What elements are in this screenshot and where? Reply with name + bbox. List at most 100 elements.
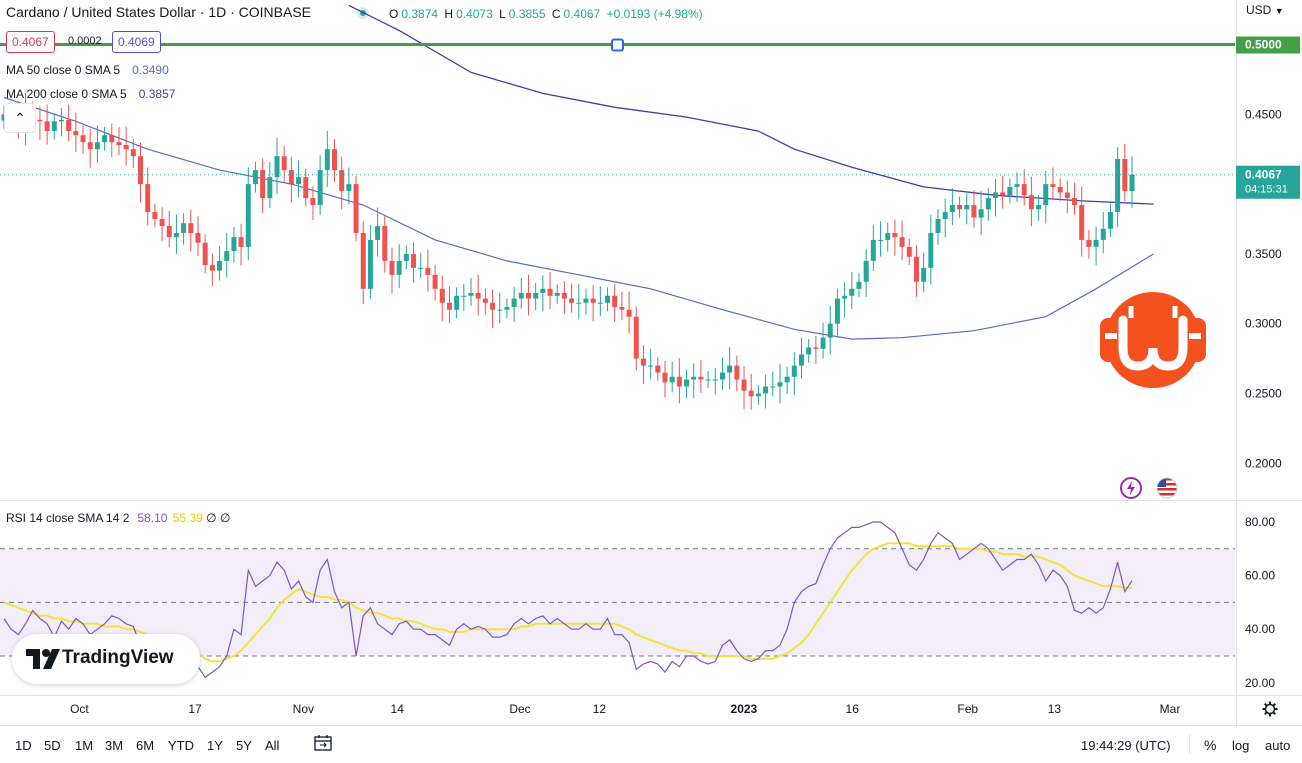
rsi-legend-label: RSI 14 close SMA 14 2 xyxy=(6,511,130,525)
candle-body xyxy=(324,149,330,171)
timeframe-ytd-button[interactable]: YTD xyxy=(168,738,194,753)
tradingview-logo-text: TradingView xyxy=(62,647,174,668)
ma50-legend[interactable]: MA 50 close 0 SMA 5 0.3490 xyxy=(6,63,169,77)
candle-body xyxy=(820,337,826,349)
candle-body xyxy=(540,288,546,293)
rsi-axis-label: 80.00 xyxy=(1245,515,1275,529)
ma200-legend-label: MA 200 close 0 SMA 5 xyxy=(6,87,127,101)
candle-body xyxy=(446,302,452,310)
candle-body xyxy=(648,365,654,367)
candle-body xyxy=(1028,195,1034,210)
level-price-label: 0.5000 xyxy=(1245,38,1282,52)
timeframe-1d-button[interactable]: 1D xyxy=(15,738,32,753)
candle-body xyxy=(389,260,395,275)
candle-body xyxy=(885,232,891,240)
candle-body xyxy=(73,131,79,136)
candle-body xyxy=(913,256,919,282)
gear-icon-tooth xyxy=(1272,711,1277,716)
gear-icon[interactable] xyxy=(1264,703,1276,715)
candle-body xyxy=(231,237,237,252)
timeframe-5y-button[interactable]: 5Y xyxy=(236,738,252,753)
rsi-legend[interactable]: RSI 14 close SMA 14 2 58.10 55.39 ∅ ∅ xyxy=(6,511,230,525)
candle-body xyxy=(985,198,991,210)
candle-body xyxy=(1086,239,1092,247)
percent-scale-button[interactable]: % xyxy=(1204,737,1217,753)
candle-body xyxy=(791,365,797,377)
level-line-handle[interactable] xyxy=(611,38,624,52)
price-axis-label: 0.3500 xyxy=(1245,247,1282,261)
candle-body xyxy=(288,170,294,185)
timeframe-all-button[interactable]: All xyxy=(265,738,280,753)
candle-body xyxy=(1093,239,1099,247)
candle-body xyxy=(439,288,445,303)
candle-body xyxy=(727,365,733,373)
candle-body xyxy=(1036,205,1042,210)
candle-body xyxy=(331,149,337,171)
collapse-legend-button[interactable]: ⌃ xyxy=(4,103,36,133)
candle-body xyxy=(741,379,747,391)
lightning-icon[interactable] xyxy=(1120,477,1142,499)
auto-scale-button[interactable]: auto xyxy=(1265,738,1291,753)
ma200-legend[interactable]: MA 200 close 0 SMA 5 0.3857 xyxy=(6,87,175,101)
candle-body xyxy=(518,292,524,299)
tradingview-logo-icon xyxy=(26,649,60,669)
time-axis-label: 16 xyxy=(846,702,860,716)
chevron-up-icon: ⌃ xyxy=(14,110,26,126)
rsi-axis-label: 40.00 xyxy=(1245,622,1275,636)
candle-body xyxy=(145,184,151,213)
gear-icon-tooth xyxy=(1263,711,1268,716)
bar-countdown-label: 04:15:31 xyxy=(1245,184,1288,196)
rsi-extra-values: ∅ ∅ xyxy=(206,511,231,525)
candle-body xyxy=(813,347,819,349)
candle-body xyxy=(217,260,223,271)
candle-body xyxy=(1107,212,1113,229)
timeframe-6m-button[interactable]: 6M xyxy=(136,738,155,753)
candle-body xyxy=(317,170,323,206)
clock-timezone[interactable]: 19:44:29 (UTC) xyxy=(1081,738,1171,753)
timeframe-1y-button[interactable]: 1Y xyxy=(207,738,223,753)
bitcoin-chain-logo-icon xyxy=(1100,292,1206,388)
us-flag-icon[interactable] xyxy=(1156,477,1178,499)
candle-body xyxy=(482,298,488,303)
candle-body xyxy=(684,379,690,387)
timeframe-1m-button[interactable]: 1M xyxy=(75,738,94,753)
rsi-axis-label: 20.00 xyxy=(1245,676,1275,690)
ma200-legend-value: 0.3857 xyxy=(138,87,176,101)
candle-body xyxy=(195,232,201,243)
candle-body xyxy=(411,253,417,268)
sell-price-button[interactable]: 0.4067 xyxy=(6,31,55,53)
currency-selector[interactable]: USD ▼ xyxy=(1246,3,1284,17)
candle-body xyxy=(353,184,359,233)
candle-body xyxy=(152,212,158,219)
chart-canvas[interactable]: 0.5000 0.4500 0.4067 04:15:31 0.3500 0.3000 0.… xyxy=(0,0,1302,725)
candle-body xyxy=(403,253,409,261)
candle-body xyxy=(281,156,287,171)
time-axis-label: Dec xyxy=(509,702,530,716)
timeframe-5d-button[interactable]: 5D xyxy=(44,738,61,753)
candle-body xyxy=(267,177,273,199)
candle-body xyxy=(777,382,783,387)
candle-body xyxy=(475,292,481,299)
candle-body xyxy=(978,209,984,218)
candle-body xyxy=(1064,192,1070,199)
candle-body xyxy=(367,239,373,289)
timeframe-3m-button[interactable]: 3M xyxy=(105,738,124,753)
calendar-range-icon[interactable] xyxy=(314,735,332,751)
tradingview-logo[interactable]: TradingView xyxy=(12,634,200,684)
currency-label: USD xyxy=(1246,3,1272,17)
ma50-line xyxy=(3,96,1154,340)
candle-body xyxy=(899,237,905,247)
buy-price-button[interactable]: 0.4069 xyxy=(112,31,161,53)
log-scale-button[interactable]: log xyxy=(1232,738,1250,753)
candle-body xyxy=(533,292,539,299)
candle-body xyxy=(274,156,280,178)
candle-body xyxy=(734,365,740,380)
time-axis-label: 12 xyxy=(593,702,607,716)
candle-body xyxy=(547,288,553,296)
candle-body xyxy=(597,302,603,304)
candle-body xyxy=(964,205,970,210)
candle-body xyxy=(971,205,977,218)
candle-body xyxy=(37,119,43,122)
last-price-label: 0.4067 xyxy=(1245,168,1282,182)
candle-body xyxy=(58,119,64,122)
